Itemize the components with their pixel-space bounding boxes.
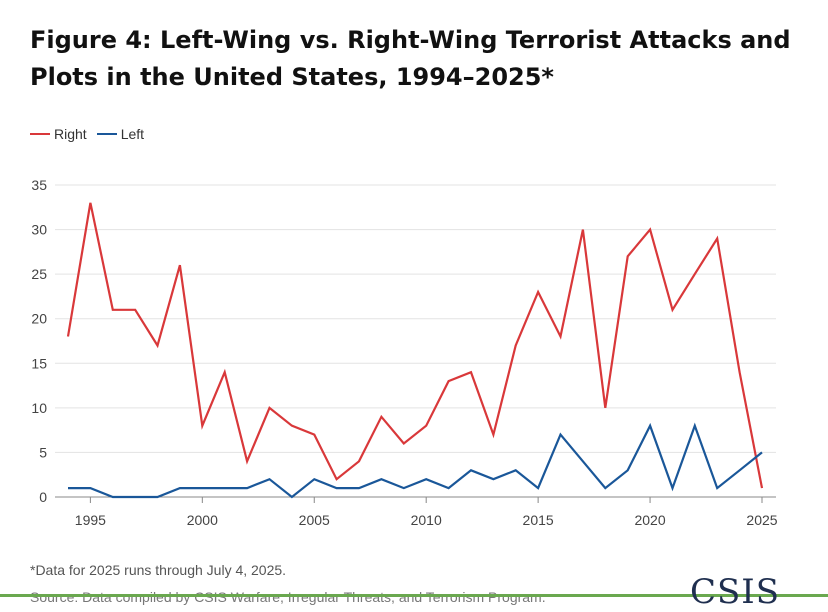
x-tick-label: 2005 — [299, 512, 330, 528]
legend-swatch-right — [30, 133, 50, 135]
x-tick-label: 2020 — [634, 512, 665, 528]
y-tick-label: 25 — [31, 266, 47, 282]
legend-item-right[interactable]: Right — [30, 126, 87, 142]
y-tick-label: 30 — [31, 222, 47, 238]
legend-label-left: Left — [120, 126, 145, 142]
x-tick-label: 1995 — [75, 512, 106, 528]
series-line-right[interactable] — [66, 202, 764, 489]
footer-divider — [0, 594, 828, 597]
x-tick-label: 2000 — [187, 512, 218, 528]
footnote: *Data for 2025 runs through July 4, 2025… — [30, 562, 287, 578]
source-note: Source: Data compiled by CSIS Warfare, I… — [30, 589, 546, 605]
y-tick-label: 35 — [31, 177, 47, 193]
y-tick-label: 5 — [39, 444, 47, 460]
x-tick-label: 2025 — [746, 512, 777, 528]
series-lines — [66, 202, 764, 499]
chart-legend: Right Left — [30, 126, 144, 142]
csis-logo: CSIS — [690, 572, 781, 612]
y-tick-label: 15 — [31, 355, 47, 371]
legend-swatch-left — [96, 133, 117, 135]
legend-item-left[interactable]: Left — [96, 126, 145, 142]
legend-label-right: Right — [54, 126, 87, 142]
grid-lines — [55, 184, 776, 453]
y-tick-label: 10 — [31, 400, 47, 416]
chart-title: Figure 4: Left-Wing vs. Right-Wing Terro… — [30, 26, 791, 91]
y-tick-label: 20 — [31, 311, 47, 327]
y-tick-label: 0 — [39, 489, 47, 505]
series-line-left[interactable] — [68, 422, 763, 499]
x-tick-label: 2015 — [523, 512, 554, 528]
x-tick-label: 2010 — [411, 512, 442, 528]
